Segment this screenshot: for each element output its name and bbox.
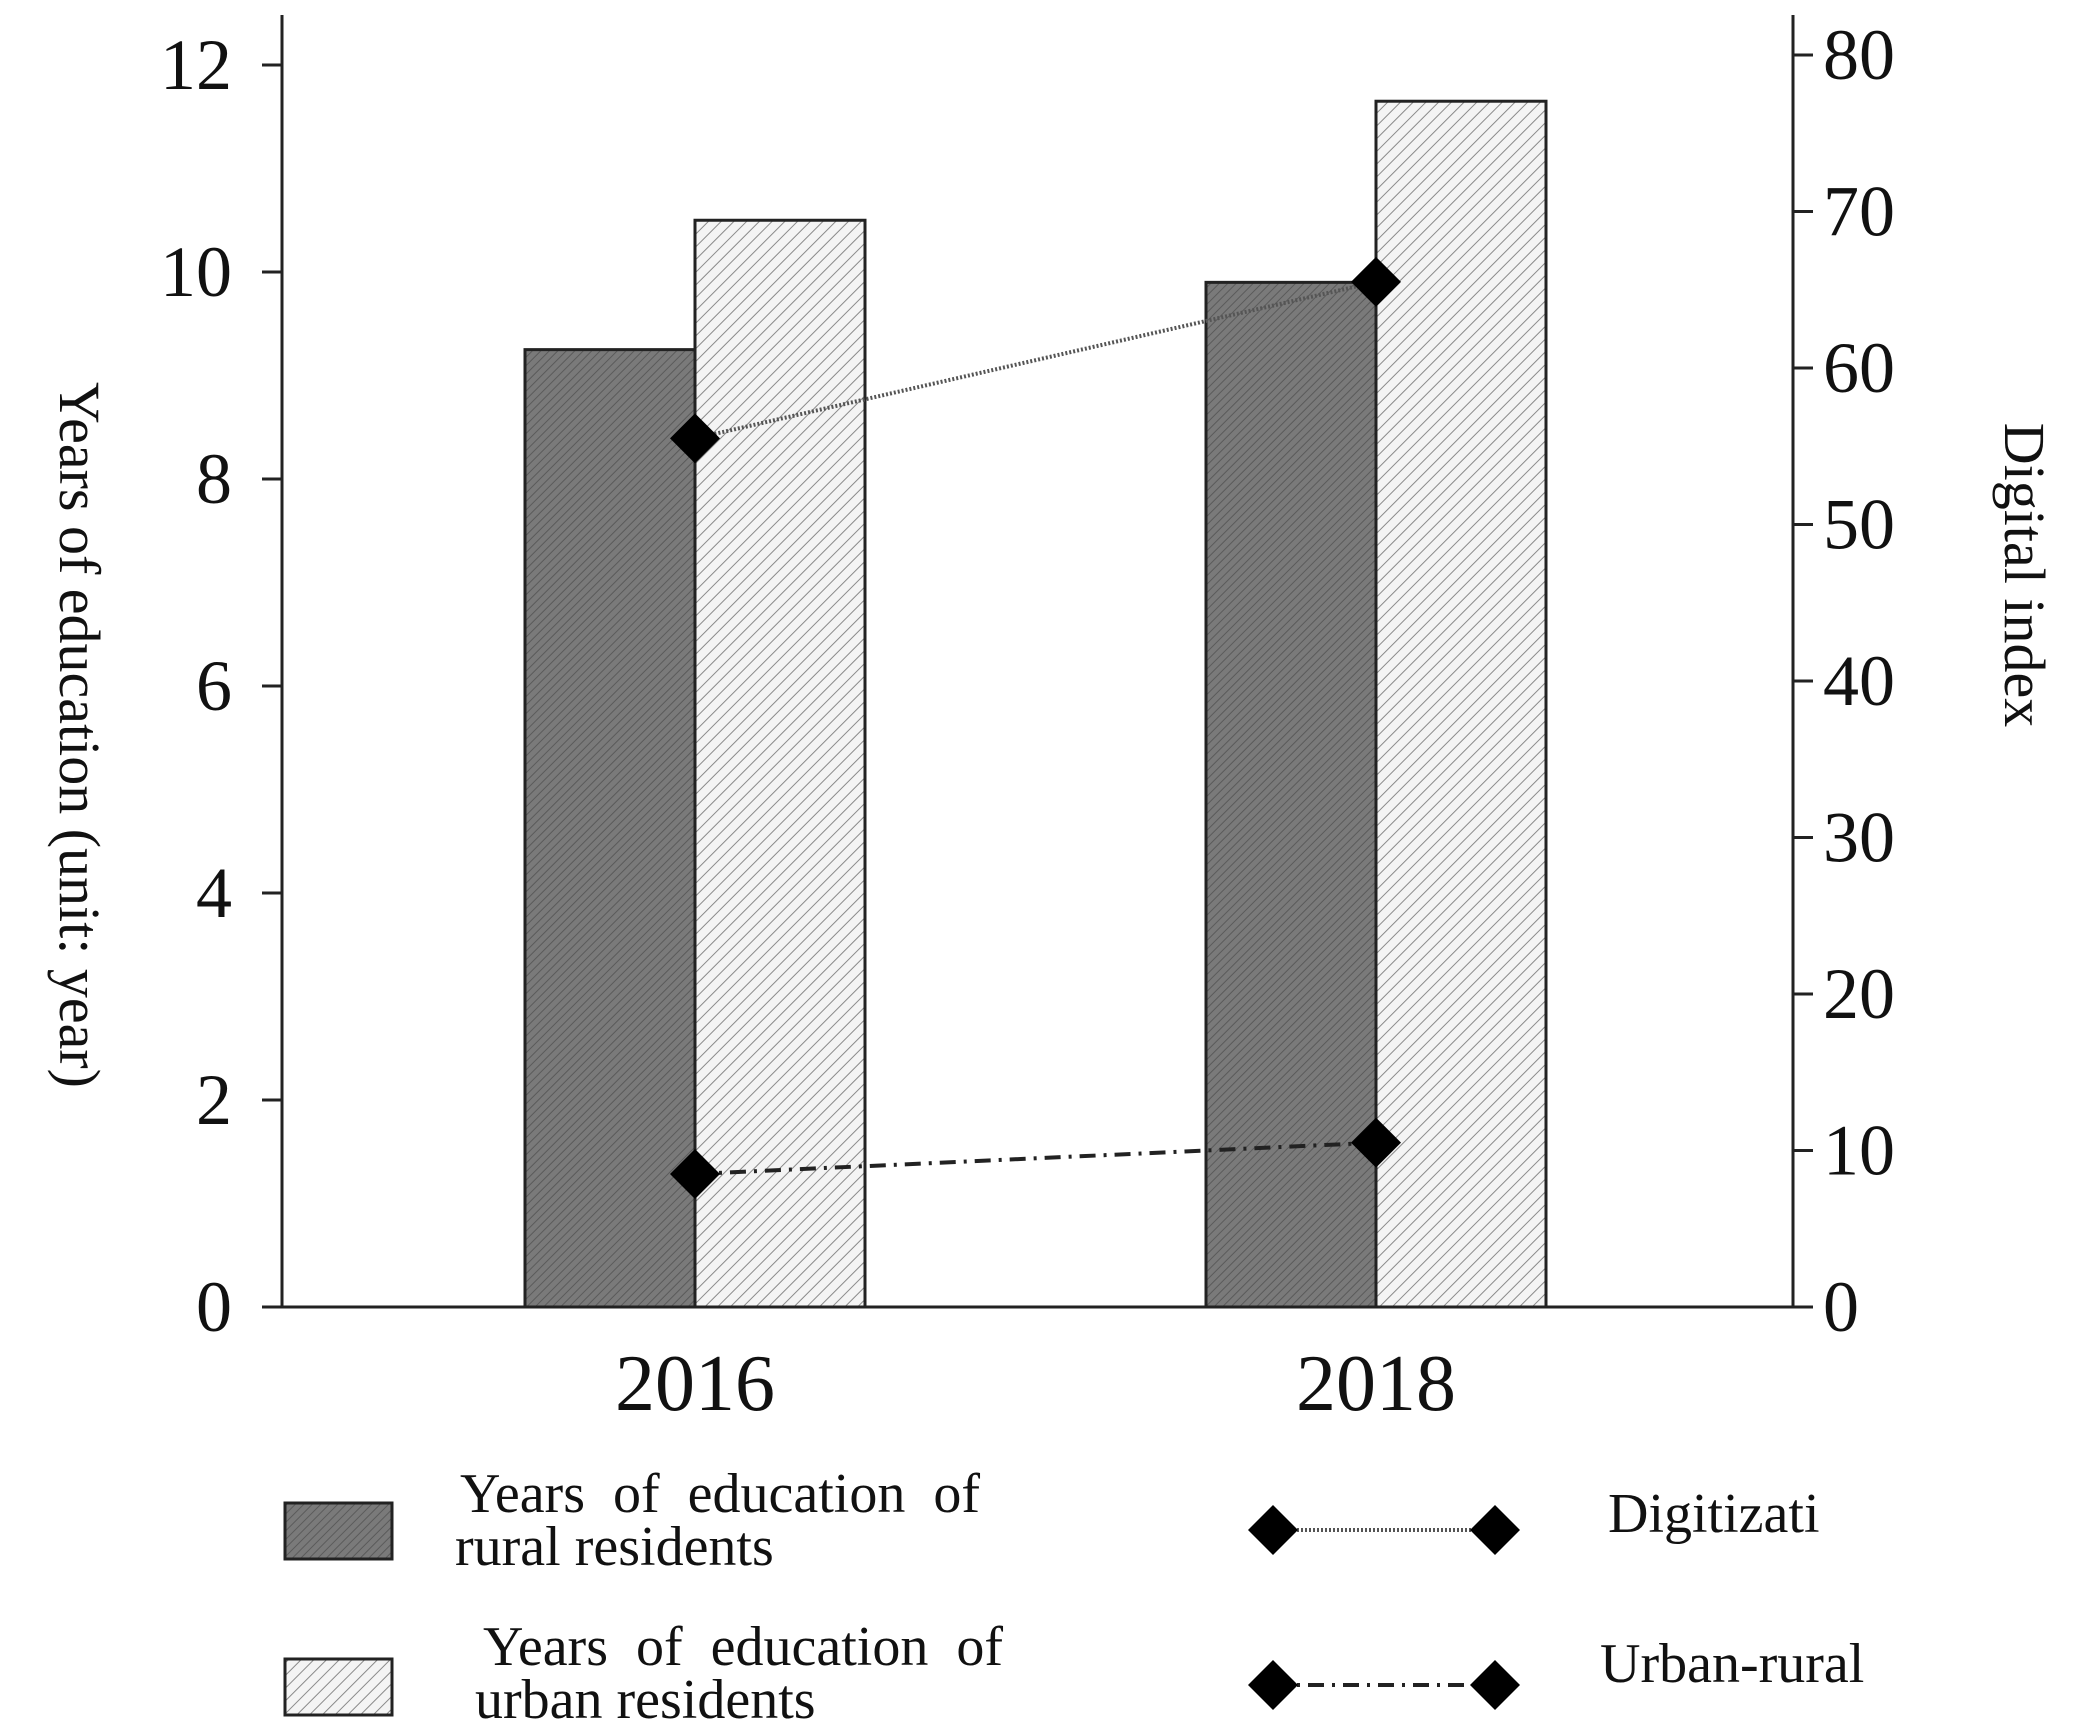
axes-layer: 0 2 4 6 8 10 12 0 10 20 30 40 50 60 70 80 2016 2018 [160,15,1895,1428]
y2-axis-title: Digital index [1992,423,2057,727]
line-digitizati [694,279,1377,441]
line-urban-rural [694,1140,1377,1176]
lines-layer [670,256,1401,1199]
y2-tick-label-50: 50 [1823,485,1895,565]
y2-tick-label-10: 10 [1823,1111,1895,1191]
x-tick-label-2016: 2016 [615,1340,775,1428]
legend-swatch-rural [283,1501,394,1561]
legend-label-urban-rural: Urban-rural [1600,1633,1864,1695]
bar-rural-2018 [1204,280,1378,1309]
y-tick-label-10: 10 [160,232,232,312]
legend-label-digitizati: Digitizati [1608,1483,1820,1545]
legend-marker-urban-rural-left [1248,1660,1298,1710]
y-tick-label-8: 8 [196,439,232,519]
y2-tick-label-80: 80 [1823,15,1895,95]
marker-urban-rural-2018 [1351,1117,1401,1168]
legend-label-rural-line2: rural residents [455,1516,774,1578]
marker-urban-rural-2016 [670,1148,720,1199]
legend-swatch-urban [283,1657,394,1717]
legend-marker-digitizati-right [1470,1505,1520,1555]
legend-marker-digitizati-left [1248,1505,1298,1555]
bar-urban-2016 [693,218,867,1309]
y2-tick-label-20: 20 [1823,954,1895,1034]
y2-tick-label-60: 60 [1823,328,1895,408]
y-tick-label-12: 12 [160,25,232,105]
bars-layer [523,99,1548,1309]
y-tick-label-6: 6 [196,646,232,726]
y2-tick-label-40: 40 [1823,641,1895,721]
legend: Years of education of rural residents Ye… [283,1463,1864,1731]
legend-label-urban-line1: Years of education of [483,1616,1003,1678]
legend-label-urban-line2: urban residents [475,1669,816,1731]
legend-label-rural-line1: Years of education of [460,1463,980,1525]
bar-urban-2018 [1374,99,1548,1309]
bar-rural-2016 [523,348,697,1309]
marker-digitizati-2016 [670,413,720,464]
y2-tick-label-70: 70 [1823,172,1895,252]
y-axis-title: Years of education (unit: year) [47,382,112,1088]
y2-tick-label-30: 30 [1823,798,1895,878]
legend-marker-urban-rural-right [1470,1660,1520,1710]
y-tick-label-4: 4 [196,853,232,933]
marker-digitizati-2018 [1351,256,1401,307]
x-tick-label-2018: 2018 [1296,1340,1456,1428]
y-tick-label-2: 2 [196,1060,232,1140]
y2-tick-label-0: 0 [1823,1267,1859,1347]
y-tick-label-0: 0 [196,1267,232,1347]
